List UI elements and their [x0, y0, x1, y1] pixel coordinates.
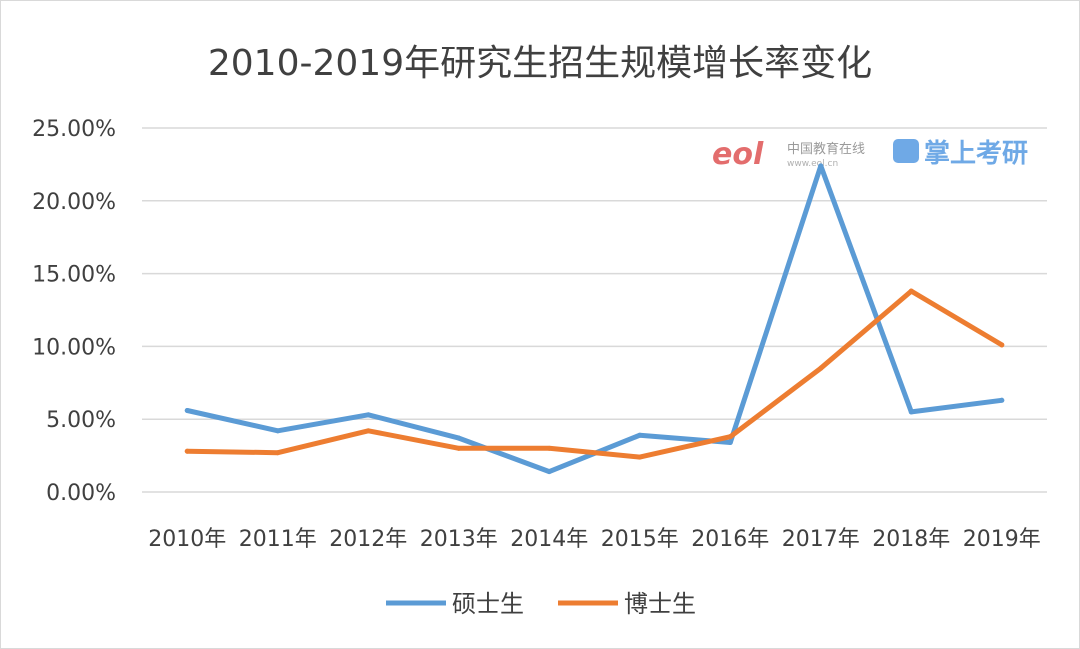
legend: 硕士生 博士生 — [386, 590, 696, 618]
data-point — [999, 397, 1005, 403]
y-axis-ticks: 0.00% 5.00% 10.00% 15.00% 20.00% 25.00% — [32, 117, 116, 506]
watermark-site-url: www.eol.cn — [787, 159, 838, 169]
x-tick-label: 2016年 — [691, 527, 769, 552]
data-point — [275, 428, 281, 434]
data-point — [908, 288, 914, 294]
y-tick-label: 10.00% — [32, 335, 116, 360]
data-point — [546, 445, 552, 451]
data-point — [365, 428, 371, 434]
data-point — [999, 342, 1005, 348]
data-point — [727, 434, 733, 440]
data-point — [365, 412, 371, 418]
x-tick-label: 2015年 — [601, 527, 679, 552]
y-tick-label: 5.00% — [46, 408, 116, 433]
legend-label: 博士生 — [624, 590, 696, 618]
x-tick-label: 2013年 — [420, 527, 498, 552]
data-point — [456, 445, 462, 451]
data-point — [637, 454, 643, 460]
legend-item-1: 博士生 — [558, 590, 696, 618]
series-line-1 — [184, 288, 1005, 460]
legend-item-0: 硕士生 — [386, 590, 524, 618]
y-tick-label: 20.00% — [32, 190, 116, 215]
watermark-brand: 掌上考研 — [924, 139, 1028, 169]
chart-title: 2010-2019年研究生招生规模增长率变化 — [207, 43, 873, 84]
data-point — [275, 450, 281, 456]
x-tick-label: 2018年 — [872, 527, 950, 552]
eol-logo: eol — [712, 137, 764, 172]
data-point — [637, 432, 643, 438]
watermark-site-cn: 中国教育在线 — [787, 141, 865, 157]
y-tick-label: 15.00% — [32, 263, 116, 288]
data-point — [184, 448, 190, 454]
data-point — [546, 469, 552, 475]
data-point — [727, 439, 733, 445]
x-tick-label: 2017年 — [782, 527, 860, 552]
graduation-cap-icon — [893, 139, 919, 163]
x-tick-label: 2011年 — [239, 527, 317, 552]
x-axis-ticks: 2010年 2011年 2012年 2013年 2014年 2015年 2016年 2017年… — [148, 527, 1041, 552]
x-tick-label: 2010年 — [148, 527, 226, 552]
data-point — [456, 435, 462, 441]
y-tick-label: 25.00% — [32, 117, 116, 142]
x-tick-label: 2012年 — [329, 527, 407, 552]
x-tick-label: 2014年 — [510, 527, 588, 552]
x-tick-label: 2019年 — [963, 527, 1041, 552]
data-point — [184, 407, 190, 413]
legend-label: 硕士生 — [452, 590, 524, 618]
watermark: eol 中国教育在线 www.eol.cn 掌上考研 — [712, 137, 1028, 172]
series-lines — [184, 163, 1005, 475]
data-point — [818, 163, 824, 169]
data-point — [818, 365, 824, 371]
y-tick-label: 0.00% — [46, 481, 116, 506]
gridlines — [142, 127, 1047, 493]
data-point — [908, 409, 914, 415]
